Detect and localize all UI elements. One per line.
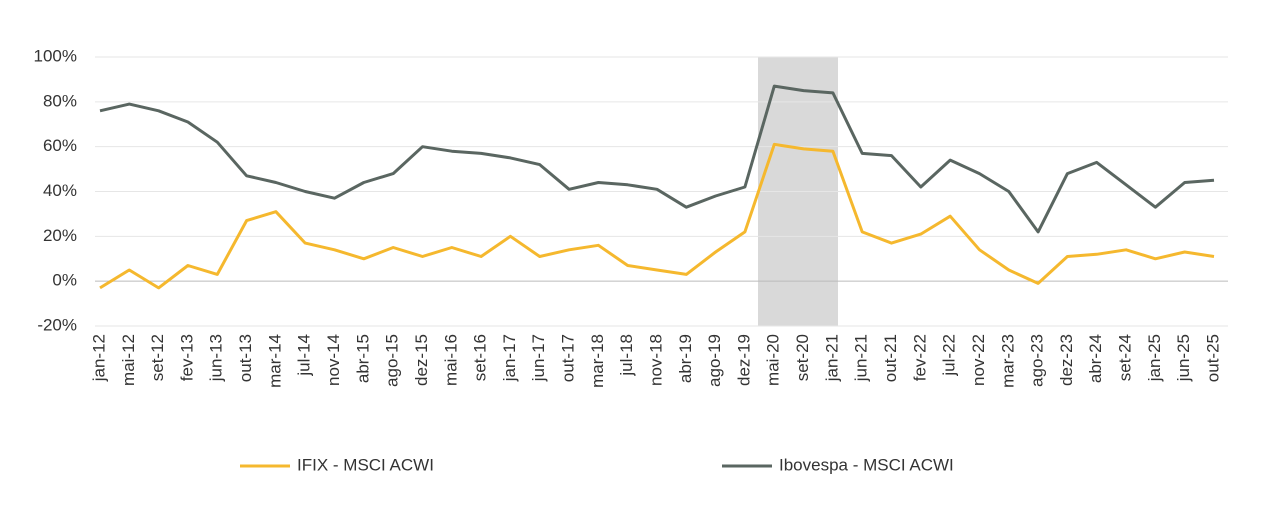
y-tick-label: -20% <box>37 315 77 334</box>
x-tick-label: fev-22 <box>910 334 929 381</box>
x-tick-label: mar-18 <box>588 334 607 388</box>
x-tick-label: nov-14 <box>324 334 343 386</box>
x-tick-label: mai-16 <box>441 334 460 386</box>
x-tick-label: abr-19 <box>676 334 695 383</box>
x-tick-label: mar-14 <box>265 334 284 388</box>
x-tick-label: dez-23 <box>1057 334 1076 386</box>
x-tick-label: jul-22 <box>940 334 959 377</box>
x-tick-label: jul-14 <box>295 334 314 377</box>
legend-label: Ibovespa - MSCI ACWI <box>779 455 954 474</box>
x-tick-label: jun-21 <box>852 334 871 382</box>
x-tick-label: mar-23 <box>998 334 1017 388</box>
x-tick-label: jan-21 <box>822 334 841 382</box>
y-tick-label: 0% <box>52 271 77 290</box>
x-tick-label: out-13 <box>236 334 255 382</box>
x-tick-label: jan-17 <box>500 334 519 382</box>
y-tick-label: 80% <box>43 91 77 110</box>
y-tick-label: 20% <box>43 226 77 245</box>
x-tick-label: nov-18 <box>646 334 665 386</box>
x-tick-label: out-25 <box>1203 334 1222 382</box>
y-tick-label: 100% <box>34 46 77 65</box>
x-tick-label: ago-23 <box>1028 334 1047 387</box>
series-line <box>99 142 1215 290</box>
x-tick-label: out-21 <box>881 334 900 382</box>
x-tick-label: jun-25 <box>1174 334 1193 382</box>
legend-label: IFIX - MSCI ACWI <box>297 455 434 474</box>
x-tick-label: mai-12 <box>119 334 138 386</box>
y-tick-label: 60% <box>43 136 77 155</box>
x-tick-label: nov-22 <box>969 334 988 386</box>
x-tick-label: set-12 <box>148 334 167 381</box>
x-tick-label: fev-13 <box>177 334 196 381</box>
x-tick-label: dez-19 <box>734 334 753 386</box>
x-tick-label: mai-20 <box>764 334 783 386</box>
x-tick-label: dez-15 <box>412 334 431 386</box>
x-tick-label: set-16 <box>471 334 490 381</box>
x-tick-label: set-24 <box>1116 334 1135 381</box>
y-tick-label: 40% <box>43 181 77 200</box>
x-tick-label: abr-15 <box>353 334 372 383</box>
x-tick-label: jun-13 <box>207 334 226 382</box>
x-tick-label: jun-17 <box>529 334 548 382</box>
x-tick-label: jul-18 <box>617 334 636 377</box>
x-tick-label: ago-15 <box>383 334 402 387</box>
x-tick-label: jan-25 <box>1145 334 1164 382</box>
x-tick-label: abr-24 <box>1086 334 1105 383</box>
x-tick-label: out-17 <box>559 334 578 382</box>
series-line <box>99 84 1215 234</box>
x-tick-label: set-20 <box>793 334 812 381</box>
x-tick-label: ago-19 <box>705 334 724 387</box>
x-tick-label: jan-12 <box>89 334 108 382</box>
